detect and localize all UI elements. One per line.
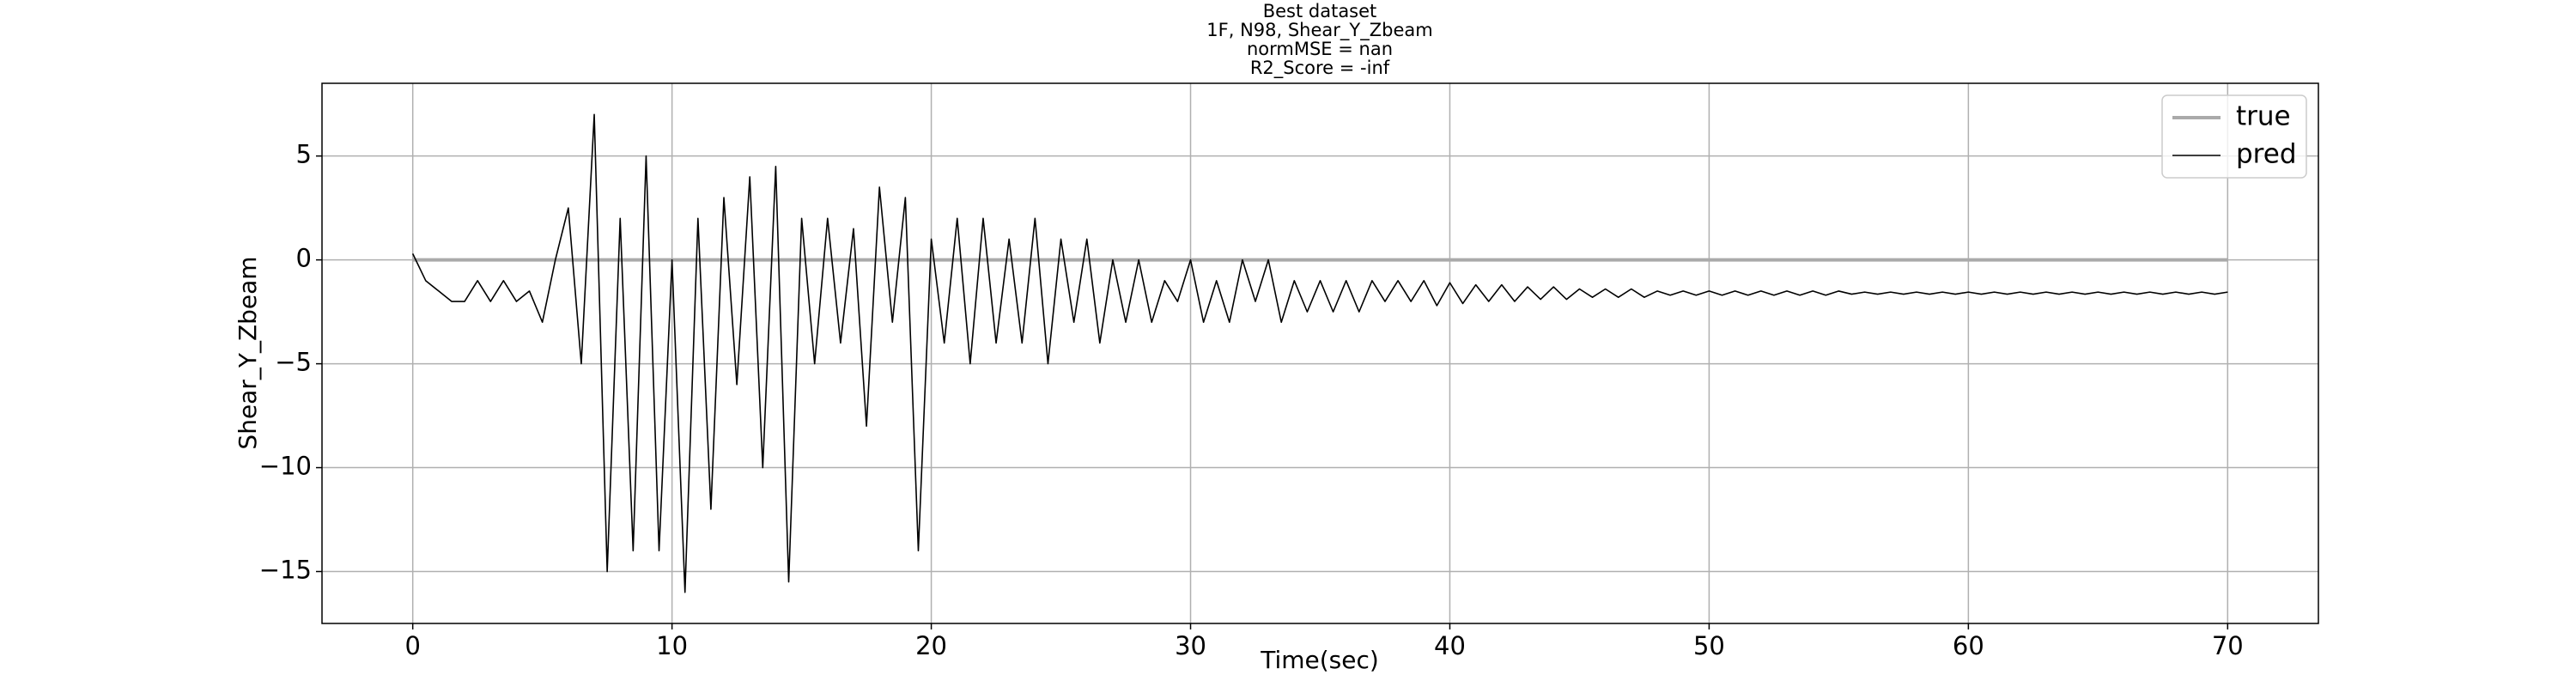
- y-tick-label: −5: [275, 348, 312, 377]
- plot-frame: [321, 82, 2319, 624]
- x-tick-label: 20: [915, 631, 947, 660]
- x-tick-label: 40: [1434, 631, 1466, 660]
- x-tick-label: 0: [404, 631, 420, 660]
- chart-title: R2_Score = -inf: [1250, 58, 1390, 79]
- chart-title: Best dataset: [1263, 1, 1377, 21]
- x-axis-label: Time(sec): [1260, 646, 1379, 674]
- x-tick-label: 30: [1175, 631, 1206, 660]
- line-series: [411, 113, 2228, 593]
- x-tick-label: 10: [656, 631, 688, 660]
- y-tick-label: 5: [296, 140, 312, 169]
- chart-title: normMSE = nan: [1247, 39, 1393, 59]
- chart-title: 1F, N98, Shear_Y_Zbeam: [1206, 20, 1432, 41]
- y-axis-label: Shear_Y_Zbeam: [234, 256, 262, 449]
- legend-label: true: [2236, 101, 2291, 132]
- y-tick-label: −15: [259, 556, 312, 585]
- x-tick-label: 70: [2212, 631, 2244, 660]
- x-tick-label: 50: [1693, 631, 1725, 660]
- y-tick-label: −10: [259, 452, 312, 481]
- x-tick-label: 60: [1953, 631, 1984, 660]
- y-tick-label: 0: [296, 244, 312, 273]
- legend-label: pred: [2236, 139, 2297, 170]
